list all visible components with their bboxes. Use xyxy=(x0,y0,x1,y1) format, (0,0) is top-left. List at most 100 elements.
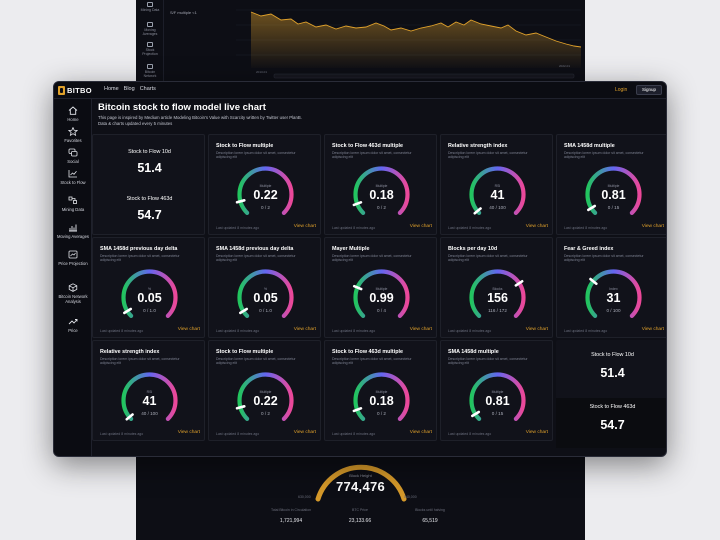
bg-gauge-max: 840,000 xyxy=(404,495,417,499)
view-chart-link[interactable]: View chart xyxy=(525,430,548,435)
metric-title: SMA 1458d multiple xyxy=(448,349,499,355)
metric-description: Description lorem ipsum dolor sit amet, … xyxy=(564,254,644,263)
gauge-dial xyxy=(352,166,410,215)
view-chart-link[interactable]: View chart xyxy=(177,430,200,435)
gauge-dial xyxy=(235,372,294,421)
sidebar-item-social[interactable]: Social xyxy=(56,148,90,164)
metric-title: SMA 1458d previous day delta xyxy=(100,246,178,252)
view-chart-link[interactable]: View chart xyxy=(641,327,664,332)
sidebar-item-favorites[interactable]: Favorites xyxy=(56,127,90,143)
stat-value: 54.7 xyxy=(600,418,625,432)
bg-chart-range-bar: 2013-01 2022-01 xyxy=(236,64,581,79)
gauge-dial xyxy=(469,269,526,318)
nav-home-link[interactable]: Home xyxy=(104,86,119,92)
metric-value: 0.81 xyxy=(601,188,626,202)
home-icon xyxy=(68,106,78,115)
metric-gauge-card: Stock to Flow multiple Description lorem… xyxy=(208,134,321,235)
subtitle-line: Data & charts updated every 5 minutes xyxy=(98,120,173,126)
stat-label: Stock to Flow 463d xyxy=(126,196,173,202)
bg-block-height-gauge xyxy=(315,464,407,502)
gauge-needle xyxy=(589,277,598,286)
sidebar-item-moving-averages[interactable]: Moving Averages xyxy=(56,223,90,239)
metric-description: Description lorem ipsum dolor sit amet, … xyxy=(564,151,644,160)
bg-axis-end: 2022-01 xyxy=(559,64,571,68)
metric-value: 0.99 xyxy=(369,291,394,305)
gauge-dial xyxy=(237,269,294,318)
gauge-needle xyxy=(125,413,134,421)
stat-label: Stock to Flow 10d xyxy=(591,352,634,358)
metric-value: 0.18 xyxy=(369,394,394,408)
chart-line-icon xyxy=(68,170,77,178)
view-chart-link[interactable]: View chart xyxy=(409,224,432,229)
view-chart-link[interactable]: View chart xyxy=(525,224,548,229)
metric-unit: Index xyxy=(609,287,618,291)
metric-range: 0 / 2 xyxy=(377,411,386,416)
metric-title: Stock to Flow multiple xyxy=(216,143,274,149)
metric-title: SMA 1458d previous day delta xyxy=(216,246,294,252)
metric-description: Description lorem ipsum dolor sit amet, … xyxy=(448,151,528,160)
sidebar-item-price[interactable]: Price xyxy=(56,317,90,333)
metric-range: 116 / 172 xyxy=(488,308,507,313)
metric-description: Description lorem ipsum dolor sit amet, … xyxy=(448,254,528,263)
metric-range: 0 / 1.0 xyxy=(143,308,156,313)
gauge-needle xyxy=(471,410,481,418)
metric-value: 0.22 xyxy=(253,394,278,408)
view-chart-link[interactable]: View chart xyxy=(177,327,200,332)
signup-button[interactable]: Signup xyxy=(636,85,662,95)
bg-sidebar-item: Stock Projection xyxy=(139,42,161,56)
metric-description: Description lorem ipsum dolor sit amet, … xyxy=(332,254,412,263)
stat-label: Stock to Flow 10d xyxy=(128,149,171,155)
sidebar-item-mining-data[interactable]: Mining Data xyxy=(56,196,90,212)
metric-gauge-card: Blocks per day 10d Description lorem ips… xyxy=(440,237,553,338)
nav-blog-link[interactable]: Blog xyxy=(123,86,135,92)
sidebar: Home Favorites Social Stock to Flow Mini… xyxy=(54,99,92,456)
bg-gauge-value: 774,476 xyxy=(335,479,386,494)
metric-range: 0 / 15 xyxy=(607,205,620,210)
sidebar-item-price-projection[interactable]: Price Projection xyxy=(56,250,90,266)
metric-title: Relative strength index xyxy=(448,143,508,149)
metric-description: Description lorem ipsum dolor sit amet, … xyxy=(100,357,180,366)
mining-icon xyxy=(68,196,77,204)
price-icon xyxy=(68,319,78,325)
bg-stat: Total Bitcoin in Circulation 1,721,994 xyxy=(270,508,312,524)
metric-title: Stock to Flow 463d multiple xyxy=(332,143,403,149)
metric-description: Description lorem ipsum dolor sit amet, … xyxy=(216,254,296,263)
gauge-dial xyxy=(585,269,642,318)
nav-charts-link[interactable]: Charts xyxy=(139,86,156,92)
background-screen-top: Mining Data Moving Averages Stock Projec… xyxy=(136,0,585,84)
last-updated-text: Last updated 8 minutes ago xyxy=(448,329,492,333)
stock-to-flow-stat-card: Stock to Flow 10d 51.4 Stock to Flow 463… xyxy=(556,340,666,448)
metric-gauge-card: SMA 1458d multiple Description lorem ips… xyxy=(440,340,553,441)
metric-range: 0 / 2 xyxy=(377,205,386,210)
gauge-dial xyxy=(469,372,526,421)
last-updated-text: Last updated 8 minutes ago xyxy=(564,329,608,333)
view-chart-link[interactable]: View chart xyxy=(525,327,548,332)
bg-stat: Blocks until halving 65,519 xyxy=(415,508,445,524)
gauge-needle xyxy=(239,307,249,315)
view-chart-link[interactable]: View chart xyxy=(293,224,316,229)
view-chart-link[interactable]: View chart xyxy=(293,430,316,435)
last-updated-text: Last updated 8 minutes ago xyxy=(332,432,376,436)
metric-range: 40 / 100 xyxy=(489,205,506,210)
gauge-needle xyxy=(352,284,363,291)
metric-value: 0.05 xyxy=(137,291,162,305)
metric-value: 41 xyxy=(142,394,157,408)
stat-value: 54.7 xyxy=(137,208,162,222)
sidebar-item-stock-to-flow[interactable]: Stock to Flow xyxy=(56,169,90,185)
metric-unit: Multiple xyxy=(375,390,388,394)
bitbo-logo[interactable]: BITBO xyxy=(58,85,92,96)
stat-value: 51.4 xyxy=(137,161,162,175)
sidebar-item-home[interactable]: Home xyxy=(56,106,90,122)
bg-gauge-label: Block Height xyxy=(349,473,372,478)
sidebar-item-network-analysis[interactable]: Bitcoin Network Analysis xyxy=(56,283,90,304)
background-sidebar: Mining Data Moving Averages Stock Projec… xyxy=(136,0,164,84)
bg-gauge-min: 630,000 xyxy=(298,495,311,499)
view-chart-link[interactable]: View chart xyxy=(293,327,316,332)
metric-gauge-card: Relative strength index Description lore… xyxy=(92,340,205,441)
view-chart-link[interactable]: View chart xyxy=(641,224,664,229)
view-chart-link[interactable]: View chart xyxy=(409,430,432,435)
view-chart-link[interactable]: View chart xyxy=(409,327,432,332)
login-link[interactable]: Login xyxy=(615,87,628,93)
metric-gauge-card: Stock to Flow 463d multiple Description … xyxy=(324,340,437,441)
gauge-needle xyxy=(235,199,246,204)
